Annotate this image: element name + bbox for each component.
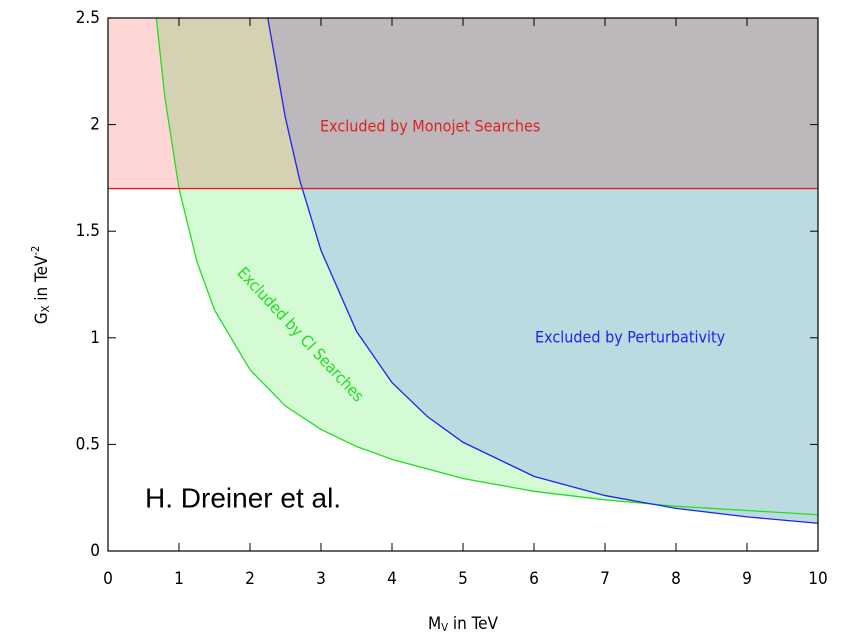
- x-tick-label: 8: [671, 569, 681, 589]
- y-label-main: G: [32, 312, 52, 324]
- y-tick-label: 1: [90, 328, 100, 348]
- fills: [108, 18, 818, 524]
- x-tick-label: 2: [245, 569, 255, 589]
- y-label-sub: X: [39, 305, 52, 312]
- x-tick-label: 9: [742, 569, 752, 589]
- x-tick-label: 4: [387, 569, 397, 589]
- x-axis-label: MV in TeV: [428, 614, 499, 634]
- x-tick-label: 6: [529, 569, 539, 589]
- x-tick-label: 7: [600, 569, 610, 589]
- y-tick-label: 2: [90, 115, 100, 135]
- author-note: H. Dreiner et al.: [145, 482, 341, 513]
- y-axis-label: GX in TeV-2: [29, 246, 52, 325]
- y-tick-label: 0: [90, 541, 100, 561]
- x-tick-label: 3: [316, 569, 326, 589]
- x-tick-label: 0: [103, 569, 113, 589]
- curve: [155, 17, 819, 516]
- region: [108, 18, 818, 189]
- y-label-sup: -2: [29, 246, 42, 256]
- y-tick-label: 2.5: [76, 8, 100, 28]
- x-tick-label: 5: [458, 569, 468, 589]
- region-label: Excluded by Monojet Searches: [320, 117, 540, 136]
- curve: [267, 17, 819, 524]
- x-label-rest: in TeV: [448, 614, 499, 634]
- lines: [108, 17, 819, 524]
- axes: 0 1 2 3 4 5 6 7 8 9 10 0 0.5 1 1.5 2 2.5: [76, 8, 828, 589]
- y-tick-label: 0.5: [76, 434, 100, 454]
- x-label-sub: V: [441, 621, 448, 634]
- x-label-main: M: [428, 614, 441, 634]
- y-label-rest: in TeV: [32, 255, 52, 306]
- y-tick-label: 1.5: [76, 221, 100, 241]
- x-tick-label: 1: [174, 569, 184, 589]
- x-tick-label: 10: [808, 569, 827, 589]
- region-label: Excluded by Perturbativity: [535, 328, 726, 347]
